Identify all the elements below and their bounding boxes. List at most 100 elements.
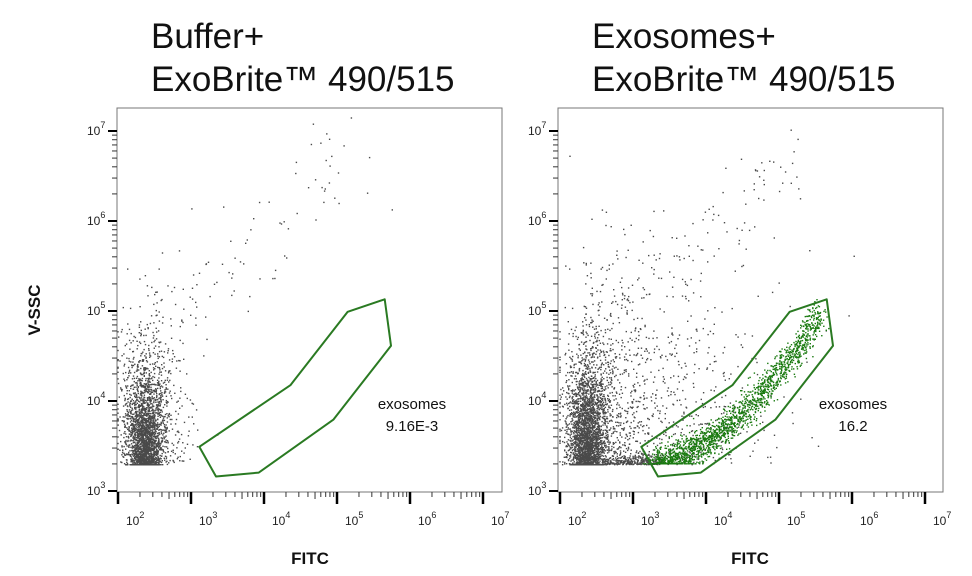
data-point — [131, 427, 133, 429]
data-point — [576, 386, 579, 388]
data-point — [601, 464, 603, 466]
data-point — [167, 372, 170, 374]
data-point — [599, 430, 601, 433]
data-point — [121, 388, 123, 391]
data-point — [126, 392, 128, 395]
data-point — [148, 373, 151, 375]
data-point — [146, 434, 149, 437]
data-point — [572, 459, 575, 461]
data-point — [148, 379, 150, 381]
data-point — [588, 460, 590, 462]
data-point — [570, 421, 572, 423]
data-point — [183, 452, 185, 454]
data-point — [151, 402, 153, 405]
data-point — [160, 371, 162, 373]
data-point — [160, 409, 163, 411]
data-point — [576, 380, 578, 383]
data-point — [584, 373, 587, 375]
data-point — [145, 430, 147, 432]
data-point — [608, 405, 610, 407]
data-point — [597, 434, 600, 436]
data-point — [565, 463, 568, 465]
data-point — [133, 418, 135, 421]
data-point — [165, 461, 167, 463]
data-point — [153, 363, 156, 365]
data-point — [582, 435, 584, 437]
data-point — [570, 366, 573, 368]
data-point — [134, 406, 137, 409]
data-point — [574, 403, 576, 405]
data-point — [164, 343, 167, 345]
data-point — [157, 458, 159, 461]
data-point — [599, 443, 602, 446]
data-point — [156, 379, 159, 381]
data-point — [128, 369, 131, 372]
data-point — [141, 373, 143, 376]
data-point — [159, 433, 161, 435]
data-point — [601, 376, 603, 378]
data-point — [134, 432, 136, 434]
data-point — [148, 445, 151, 447]
data-point — [138, 446, 141, 449]
data-point — [166, 460, 168, 462]
data-point — [578, 370, 581, 372]
data-point — [140, 415, 142, 417]
data-point — [149, 355, 152, 357]
data-point — [576, 453, 579, 455]
data-point — [160, 429, 163, 431]
data-point — [608, 373, 610, 375]
data-point — [581, 457, 583, 459]
data-point — [134, 452, 136, 454]
x-tick-base: 10 — [126, 514, 140, 528]
data-point — [574, 445, 576, 448]
data-point — [134, 464, 136, 466]
data-point — [591, 430, 593, 432]
data-point — [136, 340, 138, 342]
data-point — [132, 340, 134, 342]
data-point — [124, 426, 126, 428]
data-point — [589, 414, 591, 416]
data-point — [259, 278, 261, 280]
data-point — [134, 336, 137, 339]
data-point — [147, 421, 149, 423]
data-point — [583, 365, 586, 367]
data-point — [139, 384, 141, 387]
data-point — [268, 201, 270, 203]
data-point — [148, 447, 150, 449]
data-point — [571, 392, 573, 394]
data-point — [157, 353, 159, 355]
data-point — [602, 464, 604, 466]
data-point — [131, 384, 133, 386]
data-point — [576, 443, 579, 445]
data-point — [137, 386, 139, 388]
data-point — [156, 444, 158, 446]
data-point — [179, 397, 181, 399]
data-point — [582, 352, 584, 355]
data-point — [123, 445, 125, 448]
data-point — [597, 415, 599, 418]
data-point — [231, 294, 233, 297]
data-point — [156, 302, 158, 304]
data-point — [601, 447, 604, 449]
data-point — [602, 424, 604, 426]
data-point — [132, 441, 135, 444]
data-point — [183, 358, 185, 360]
data-point — [157, 449, 159, 452]
data-point — [133, 413, 135, 415]
data-point — [599, 353, 601, 355]
data-point — [120, 388, 122, 390]
data-point — [158, 367, 161, 369]
data-point — [585, 443, 588, 445]
data-point — [152, 375, 154, 378]
data-point — [609, 350, 611, 352]
data-point — [595, 445, 598, 448]
data-point — [153, 452, 155, 454]
data-point — [580, 396, 582, 399]
data-point — [139, 427, 141, 430]
data-point — [168, 430, 170, 432]
data-point — [131, 378, 134, 380]
data-point — [582, 388, 584, 390]
data-point — [159, 444, 161, 447]
data-point — [131, 416, 134, 418]
data-point — [145, 424, 147, 426]
